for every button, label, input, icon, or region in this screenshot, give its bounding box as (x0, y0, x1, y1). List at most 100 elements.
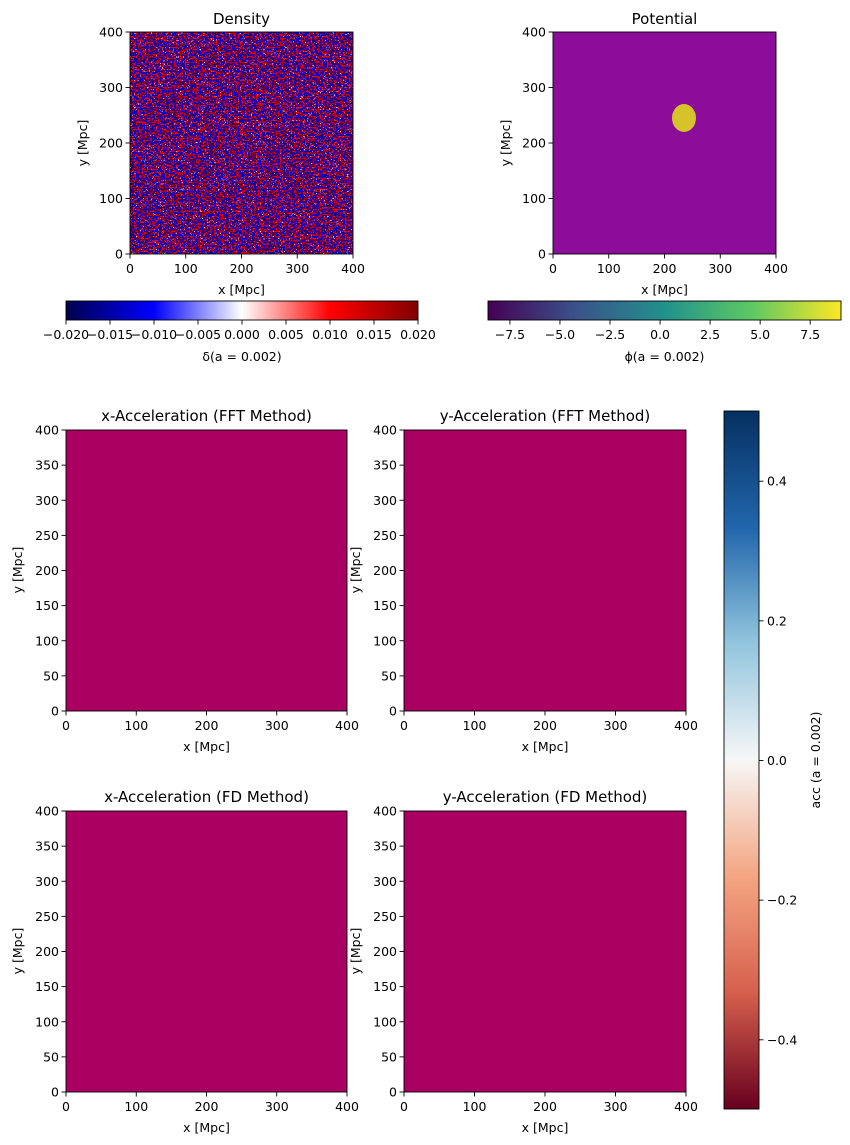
x-acc-fd-y-tick-label: 200 (35, 944, 59, 959)
acc-colorbar-tick-label: −0.2 (767, 893, 797, 908)
x-acc-fd-y-tick-label: 100 (35, 1014, 59, 1029)
density-colorbar-tick-label: 0.000 (224, 327, 260, 342)
x-acc-fd-x-tick-label: 300 (265, 1099, 289, 1114)
potential-x-tick-label: 300 (708, 261, 732, 276)
potential-colorbar-tick-label: −5.0 (545, 327, 575, 342)
density-colorbar-label: δ(a = 0.002) (202, 349, 281, 364)
x-acc-fft-y-tick-label: 400 (35, 423, 59, 438)
x-acc-fd-panel: x-Acceleration (FD Method) 0 100 200 300 400… (10, 788, 359, 1135)
y-acc-fd-title: y-Acceleration (FD Method) (443, 788, 648, 806)
density-colorbar-tick-label: 0.005 (268, 327, 304, 342)
x-acc-fft-y-tick-label: 350 (35, 458, 59, 473)
y-acc-fft-y-tick-label: 200 (373, 563, 397, 578)
potential-colorbar: −7.5 −5.0 −2.5 0.0 2.5 5.0 7.5 ϕ(a = 0.002) (487, 300, 842, 364)
y-acc-fd-y-tick-label: 200 (373, 944, 397, 959)
x-acc-fft-y-tick-label: 50 (43, 668, 59, 683)
y-acc-fd-x-tick-label: 400 (674, 1099, 698, 1114)
y-acc-fd-y-tick-label: 400 (373, 804, 397, 819)
y-acc-fft-x-tick-label: 200 (533, 718, 557, 733)
potential-colorbar-tick-label: −7.5 (495, 327, 525, 342)
density-colorbar-tick-label: −0.015 (87, 327, 133, 342)
y-acc-fft-y-tick-label: 0 (389, 704, 397, 719)
acc-colorbar-ticks: 0.4 0.2 0.0 −0.2 −0.4 (759, 474, 797, 1047)
y-acc-fft-panel: y-Acceleration (FFT Method) 0 100 200 300 40… (348, 407, 698, 754)
x-acc-fft-y-ticks: 0 50 100 150 200 250 300 350 400 (35, 423, 66, 719)
potential-y-tick-label: 100 (522, 191, 546, 206)
potential-colorbar-tick-label: 0.0 (650, 327, 670, 342)
potential-colorbar-ticks: −7.5 −5.0 −2.5 0.0 2.5 5.0 7.5 (495, 320, 820, 342)
y-acc-fft-y-ticks: 0 50 100 150 200 250 300 350 400 (373, 423, 404, 719)
acc-colorbar-tick-label: 0.4 (767, 474, 787, 489)
x-acc-fft-image (66, 430, 347, 711)
potential-y-tick-label: 400 (522, 25, 546, 40)
potential-colorbar-label: ϕ(a = 0.002) (625, 349, 705, 364)
acc-colorbar-tick-label: −0.4 (767, 1032, 797, 1047)
potential-y-tick-label: 200 (522, 136, 546, 151)
x-acc-fft-title: x-Acceleration (FFT Method) (101, 407, 312, 425)
y-acc-fd-y-ticks: 0 50 100 150 200 250 300 350 400 (373, 804, 404, 1100)
x-acc-fft-x-tick-label: 300 (265, 718, 289, 733)
y-acc-fd-x-tick-label: 300 (604, 1099, 628, 1114)
y-acc-fft-x-tick-label: 300 (604, 718, 628, 733)
y-acc-fd-panel: y-Acceleration (FD Method) 0 100 200 300 400… (348, 788, 698, 1135)
density-colorbar-ticks: −0.020−0.015−0.010−0.005 0.000 0.005 0.010 0… (43, 320, 436, 342)
y-acc-fft-x-ticks: 0 100 200 300 400 (400, 711, 698, 733)
density-title: Density (213, 10, 270, 28)
density-colorbar-tick-label: −0.020 (43, 327, 89, 342)
density-x-tick-label: 300 (285, 261, 309, 276)
y-acc-fft-y-tick-label: 400 (373, 423, 397, 438)
y-acc-fd-y-tick-label: 300 (373, 874, 397, 889)
density-colorbar-tick-label: −0.010 (131, 327, 177, 342)
y-acc-fft-x-tick-label: 400 (674, 718, 698, 733)
x-acc-fft-y-tick-label: 150 (35, 598, 59, 613)
x-acc-fd-x-tick-label: 400 (335, 1099, 359, 1114)
x-acc-fd-y-axis-label: y [Mpc] (10, 928, 25, 975)
potential-colorbar-tick-label: 2.5 (700, 327, 720, 342)
x-acc-fd-y-tick-label: 0 (51, 1085, 59, 1100)
density-y-tick-label: 300 (99, 80, 123, 95)
y-acc-fd-x-tick-label: 200 (533, 1099, 557, 1114)
density-colorbar-tick-label: 0.015 (356, 327, 392, 342)
x-acc-fd-y-tick-label: 350 (35, 839, 59, 854)
potential-image (553, 32, 776, 254)
potential-peak (672, 104, 696, 132)
x-acc-fft-y-tick-label: 100 (35, 633, 59, 648)
y-acc-fd-y-tick-label: 350 (373, 839, 397, 854)
y-acc-fd-y-tick-label: 100 (373, 1014, 397, 1029)
x-acc-fd-y-tick-label: 150 (35, 979, 59, 994)
y-acc-fft-x-tick-label: 100 (463, 718, 487, 733)
potential-y-ticks: 0 100 200 300 400 (522, 25, 553, 262)
x-acc-fd-title: x-Acceleration (FD Method) (104, 788, 309, 806)
acc-colorbar-tick-label: 0.0 (767, 753, 787, 768)
acc-colorbar-tick-label: 0.2 (767, 613, 787, 628)
density-y-tick-label: 200 (99, 136, 123, 151)
density-panel: Density 0 100 200 300 400 0 100 200 300 400 x [M… (75, 10, 365, 297)
y-acc-fd-y-tick-label: 150 (373, 979, 397, 994)
x-acc-fft-panel: x-Acceleration (FFT Method) 0 100 200 300 40… (10, 407, 359, 754)
density-y-ticks: 0 100 200 300 400 (99, 25, 130, 262)
x-acc-fd-y-tick-label: 50 (43, 1049, 59, 1064)
y-acc-fft-x-axis-label: x [Mpc] (522, 739, 569, 754)
density-x-axis-label: x [Mpc] (218, 282, 265, 297)
potential-y-tick-label: 300 (522, 80, 546, 95)
potential-x-axis-label: x [Mpc] (641, 282, 688, 297)
x-acc-fft-x-axis-label: x [Mpc] (183, 739, 230, 754)
density-y-tick-label: 0 (115, 247, 123, 262)
y-acc-fd-y-tick-label: 250 (373, 909, 397, 924)
acc-colorbar-gradient (723, 410, 760, 1110)
density-colorbar-gradient (65, 300, 419, 321)
x-acc-fft-x-tick-label: 0 (62, 718, 70, 733)
y-acc-fd-x-tick-label: 100 (463, 1099, 487, 1114)
x-acc-fft-y-tick-label: 0 (51, 704, 59, 719)
x-acc-fd-x-tick-label: 100 (124, 1099, 148, 1114)
density-x-tick-label: 200 (230, 261, 254, 276)
x-acc-fd-x-tick-label: 200 (195, 1099, 219, 1114)
x-acc-fft-y-tick-label: 300 (35, 493, 59, 508)
y-acc-fd-y-tick-label: 0 (389, 1085, 397, 1100)
y-acc-fft-y-tick-label: 300 (373, 493, 397, 508)
y-acc-fd-image (404, 811, 686, 1092)
y-acc-fd-y-axis-label: y [Mpc] (348, 928, 363, 975)
y-acc-fft-title: y-Acceleration (FFT Method) (440, 407, 651, 425)
acc-colorbar: 0.4 0.2 0.0 −0.2 −0.4 acc (a = 0.002) (723, 410, 823, 1110)
x-acc-fft-x-tick-label: 400 (335, 718, 359, 733)
